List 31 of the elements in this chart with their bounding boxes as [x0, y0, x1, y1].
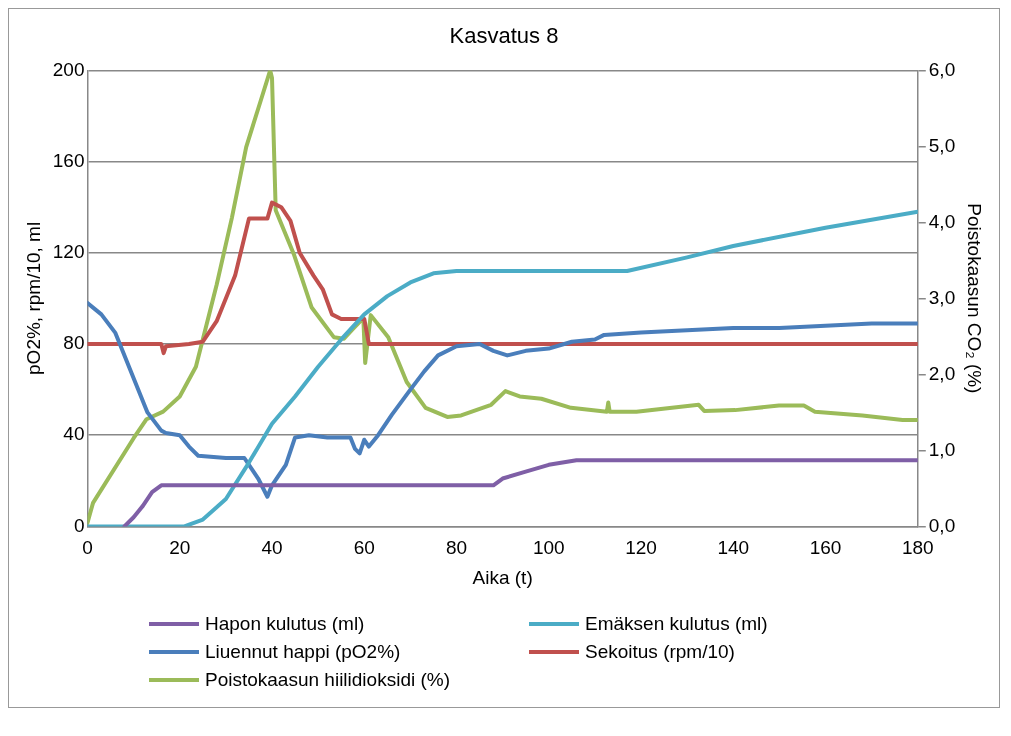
chart-title: Kasvatus 8 [449, 23, 559, 49]
y-tick-label: 200 [52, 58, 85, 80]
x-tick-label: 60 [353, 537, 375, 559]
legend-label: Poistokaasun hiilidioksidi (%) [205, 669, 450, 691]
y2-tick-label: 6,0 [928, 58, 956, 80]
x-tick-label: 100 [532, 537, 565, 559]
x-tick-label: 20 [169, 537, 191, 559]
x-tick-label: 160 [809, 537, 842, 559]
x-tick-label: 140 [717, 537, 750, 559]
y2-tick-label: 1,0 [928, 438, 956, 460]
y2-axis-title: Poistokaasun CO₂ (%) [964, 203, 986, 394]
x-tick-label: 120 [625, 537, 657, 559]
y-tick-label: 80 [63, 332, 85, 354]
x-tick-label: 80 [445, 537, 468, 559]
y-tick-label: 0 [73, 514, 85, 536]
y-tick-label: 120 [52, 241, 85, 263]
legend-label: Liuennut happi (pO2%) [205, 641, 401, 663]
y2-tick-label: 5,0 [928, 134, 956, 156]
y2-tick-label: 0,0 [928, 514, 956, 536]
y-axis-title: pO2%, rpm/10, ml [22, 221, 44, 375]
x-axis-title: Aika (t) [472, 566, 533, 588]
x-tick-label: 40 [261, 537, 283, 559]
legend-label: Hapon kulutus (ml) [205, 613, 365, 635]
y2-tick-label: 3,0 [928, 286, 956, 308]
y-tick-label: 160 [52, 149, 85, 171]
x-tick-label: 180 [901, 537, 934, 559]
y-tick-label: 40 [63, 423, 85, 445]
legend-label: Sekoitus (rpm/10) [585, 641, 735, 663]
y2-tick-label: 2,0 [928, 362, 956, 384]
legend-label: Emäksen kulutus (ml) [585, 613, 768, 635]
y2-tick-label: 4,0 [928, 210, 956, 232]
